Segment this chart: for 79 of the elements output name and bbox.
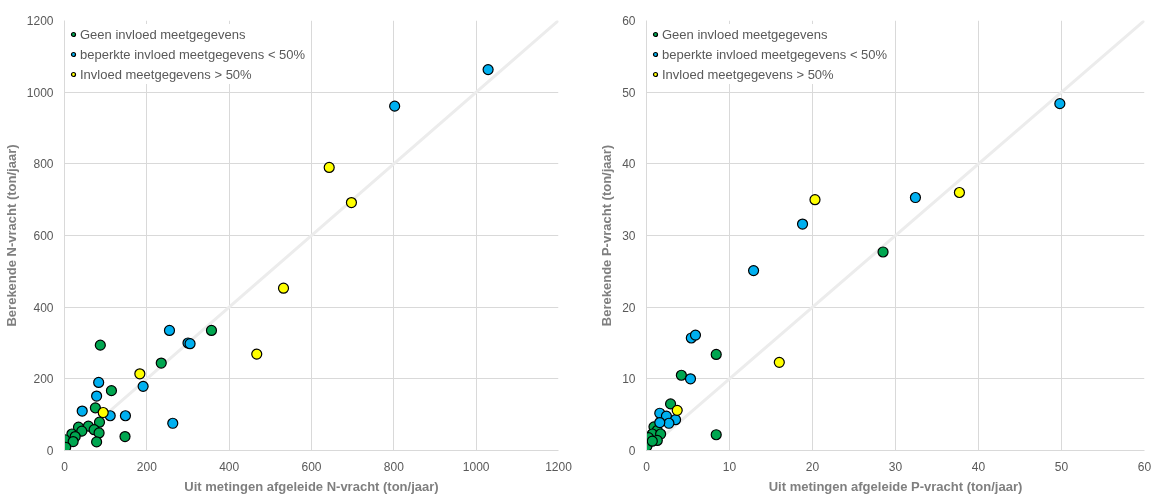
- point: [155, 357, 167, 369]
- point: [710, 348, 722, 361]
- y-tick-label: 1200: [26, 14, 54, 28]
- x-axis-title: Uit metingen afgeleide P-vracht (ton/jaar): [768, 478, 1023, 494]
- point: [909, 191, 922, 204]
- x-tick-label: 200: [136, 459, 158, 474]
- point: [671, 404, 683, 416]
- x-axis-title: Uit metingen afgeleide N-vracht (ton/jaar): [184, 478, 439, 494]
- point: [251, 348, 263, 360]
- x-tick-label: 600: [301, 459, 322, 474]
- point: [277, 282, 290, 294]
- point: [689, 329, 702, 341]
- legend-label: beperkte invloed meetgegevens < 50%: [80, 46, 306, 62]
- y-tick-label: 60: [622, 14, 636, 28]
- x-tick-label: 50: [1054, 459, 1069, 474]
- x-tick-label: 60: [1137, 459, 1152, 474]
- point: [482, 63, 494, 76]
- legend-label: beperkte invloed meetgegevens < 50%: [662, 46, 888, 62]
- point: [167, 417, 179, 429]
- y-tick-label: 800: [33, 157, 54, 172]
- x-tick-label: 800: [383, 459, 405, 474]
- point: [877, 246, 889, 258]
- x-tick-label: 1200: [545, 459, 573, 474]
- y-tick-label: 600: [33, 229, 54, 243]
- point: [953, 186, 966, 199]
- y-tick-label: 40: [622, 157, 636, 172]
- point: [91, 390, 103, 402]
- point: [76, 405, 88, 417]
- point: [675, 369, 687, 381]
- point: [345, 196, 358, 209]
- point: [91, 436, 103, 448]
- legend-label: Geen invloed meetgegevens: [80, 26, 246, 42]
- point: [773, 356, 785, 368]
- x-tick-label: 40: [971, 459, 986, 474]
- point: [67, 435, 79, 448]
- y-tick-label: 0: [46, 444, 54, 458]
- point: [664, 398, 677, 410]
- point: [654, 416, 666, 429]
- y-tick-label: 10: [622, 372, 636, 387]
- point: [119, 430, 131, 443]
- point: [163, 324, 176, 337]
- point: [89, 402, 101, 414]
- x-tick-label: 1000: [462, 459, 490, 474]
- x-tick-label: 0: [61, 459, 69, 474]
- y-tick-label: 1000: [26, 85, 54, 100]
- legend-label: Invloed meetgegevens > 50%: [662, 66, 834, 82]
- y-tick-label: 0: [628, 444, 636, 458]
- point: [710, 429, 722, 441]
- point: [1054, 98, 1066, 110]
- x-tick-label: 0: [643, 459, 651, 474]
- point: [94, 339, 106, 351]
- y-axis-title: Berekende N-vracht (ton/jaar): [3, 144, 19, 327]
- point: [747, 265, 760, 277]
- y-tick-label: 50: [622, 85, 636, 100]
- point: [663, 417, 675, 429]
- y-axis-title: Berekende P-vracht (ton/jaar): [599, 144, 615, 327]
- point: [134, 368, 146, 380]
- legend-label: Geen invloed meetgegevens: [662, 26, 828, 42]
- point: [684, 373, 697, 385]
- point: [389, 100, 401, 112]
- y-tick-label: 200: [33, 372, 54, 387]
- point: [93, 416, 106, 428]
- x-tick-label: 10: [722, 459, 737, 474]
- point: [323, 161, 335, 174]
- y-tick-label: 30: [622, 229, 636, 243]
- x-tick-label: 400: [219, 459, 240, 474]
- point: [796, 218, 809, 230]
- point: [93, 376, 105, 389]
- point: [105, 385, 118, 397]
- point: [205, 324, 218, 337]
- y-tick-label: 400: [33, 300, 54, 315]
- point: [97, 406, 109, 419]
- point: [119, 410, 132, 422]
- point: [137, 380, 149, 392]
- legend-label: Invloed meetgegevens > 50%: [80, 66, 252, 82]
- point: [809, 194, 821, 206]
- y-tick-label: 20: [622, 300, 636, 315]
- x-tick-label: 30: [888, 459, 903, 474]
- x-tick-label: 20: [805, 459, 820, 474]
